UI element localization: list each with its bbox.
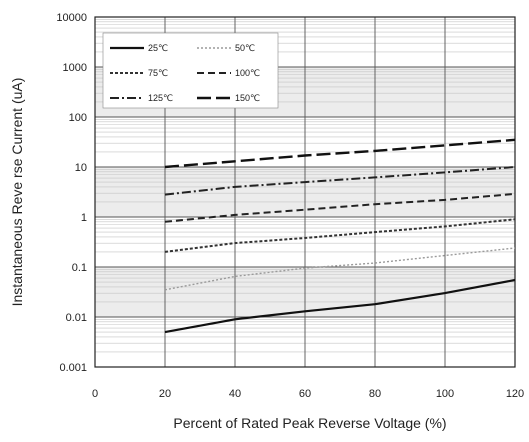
- x-tick-label: 60: [299, 388, 311, 400]
- y-tick-labels: 0.001 0.01 0.1 1 10 100 1000 10000: [56, 12, 87, 374]
- series-line-50: [164, 247, 516, 291]
- y-tick-label: 0.01: [66, 312, 87, 324]
- legend-box: [102, 32, 279, 109]
- y-tick-label: 100: [69, 112, 87, 124]
- legend-label: 50℃: [235, 43, 255, 53]
- legend-label: 150℃: [235, 93, 260, 103]
- x-tick-label: 0: [92, 388, 98, 400]
- series-line-25: [164, 278, 516, 334]
- series-line-150: [164, 138, 516, 169]
- x-tick-label: 80: [369, 388, 381, 400]
- series-line-75: [164, 218, 516, 253]
- series-line-100: [164, 192, 516, 223]
- y-tick-label: 10000: [56, 12, 87, 24]
- legend-label: 75℃: [148, 68, 168, 78]
- y-tick-label: 0.1: [72, 262, 87, 274]
- series-layer: [164, 138, 516, 334]
- legend-label: 100℃: [235, 68, 260, 78]
- legend-label: 125℃: [148, 93, 173, 103]
- y-tick-label: 0.001: [59, 362, 87, 374]
- x-axis-label: Percent of Rated Peak Reverse Voltage (%…: [173, 415, 446, 431]
- x-tick-labels: 0 20 40 60 80 100 120: [92, 388, 524, 400]
- legend: 25℃ 50℃ 75℃ 100℃ 125℃ 150℃: [102, 32, 279, 109]
- x-tick-label: 100: [436, 388, 454, 400]
- x-tick-label: 20: [159, 388, 171, 400]
- legend-label: 25℃: [148, 43, 168, 53]
- y-tick-label: 10: [75, 162, 87, 174]
- y-tick-label: 1: [81, 212, 87, 224]
- y-axis-label: Instantaneous Reve rse Current (uA): [9, 78, 25, 307]
- y-tick-label: 1000: [63, 62, 87, 74]
- series-line-125: [164, 166, 516, 196]
- plot-frame: [94, 16, 516, 368]
- x-tick-label: 40: [229, 388, 241, 400]
- x-tick-label: 120: [506, 388, 524, 400]
